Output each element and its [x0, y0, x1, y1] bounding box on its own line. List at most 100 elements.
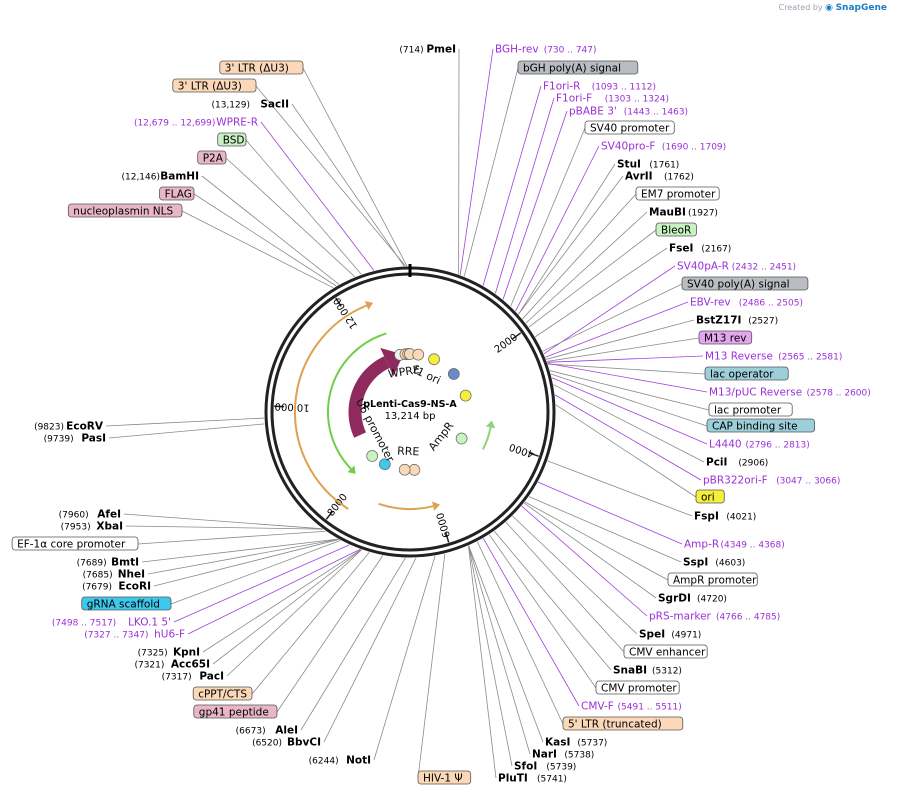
label-coord: (2565 .. 2581)	[778, 353, 842, 363]
leader-line	[181, 210, 334, 289]
label-hiv-1[interactable]: HIV-1 Ψ	[417, 770, 472, 785]
leader-line	[225, 157, 356, 278]
label-ecorv[interactable]: EcoRV(9823)	[34, 421, 104, 433]
ring-tick-label: 6000	[435, 511, 453, 539]
label-name: XbaI	[96, 521, 123, 533]
label-f1ori-r[interactable]: F1ori-R (1093 .. 1112)	[543, 81, 656, 93]
leader-line	[255, 85, 406, 267]
label-3-ltr-u3[interactable]: 3' LTR (ΔU3)	[172, 78, 257, 93]
label-alei[interactable]: AleI (6673)	[236, 725, 298, 737]
feature-ampr-arc-head	[485, 420, 496, 429]
label-avrii[interactable]: AvrII (1762)	[625, 171, 694, 183]
label-kasi[interactable]: KasI (5737)	[545, 737, 607, 749]
label-5-ltr-truncated[interactable]: 5' LTR (truncated)	[562, 716, 684, 731]
label-p2a[interactable]: P2A	[197, 150, 227, 165]
feature-box	[193, 704, 278, 719]
label-xbai[interactable]: XbaI (7953)	[61, 521, 123, 533]
label-pmei[interactable]: PmeI(714)	[399, 44, 456, 56]
label-nari[interactable]: NarI (5738)	[532, 749, 594, 761]
label-wpre-r[interactable]: WPRE-R(12,679 .. 12,699)	[134, 117, 258, 129]
label-coord: (1761)	[649, 161, 679, 171]
label-sv40pa-r[interactable]: SV40pA-R (2432 .. 2451)	[677, 261, 796, 273]
label-ebv-rev[interactable]: EBV-rev (2486 .. 2505)	[690, 297, 803, 309]
snapgene-logo: ◉	[825, 3, 834, 13]
label-bgh-rev[interactable]: BGH-rev (730 .. 747)	[495, 44, 597, 56]
label-ori[interactable]: ori	[695, 489, 725, 504]
feature-box	[417, 770, 472, 785]
label-pcii[interactable]: PciI (2906)	[706, 457, 768, 469]
label-bstz17i[interactable]: BstZ17I (2527)	[696, 315, 778, 327]
label-ampr-promoter[interactable]: AmpR promoter	[667, 572, 758, 587]
label-coord: (1303 .. 1324)	[605, 95, 669, 105]
label-cppt-cts[interactable]: cPPT/CTS	[192, 686, 253, 701]
label-spei[interactable]: SpeI (4971)	[639, 629, 701, 641]
label-lac-promoter[interactable]: lac promoter	[708, 402, 793, 417]
label-bbvci[interactable]: BbvCI (6520)	[252, 737, 321, 749]
label-name: SacII	[260, 99, 289, 111]
feature-name: EM7 promoter	[641, 189, 716, 201]
label-ef-1-core-promoter[interactable]: EF-1α core promoter	[11, 536, 139, 551]
feature-name: ori	[701, 492, 715, 504]
label-f1ori-f[interactable]: F1ori-F (1303 .. 1324)	[556, 93, 669, 105]
label-nucleoplasmin-nls[interactable]: nucleoplasmin NLS	[67, 203, 183, 218]
feature-name: P2A	[203, 153, 224, 165]
label-cap-binding-site[interactable]: CAP binding site	[706, 418, 815, 433]
label-bgh-poly-a-signal[interactable]: bGH poly(A) signal	[517, 60, 639, 75]
label-3-ltr-u3[interactable]: 3' LTR (ΔU3)	[219, 60, 304, 75]
label-cmv-f[interactable]: CMV-F (5491 .. 5511)	[581, 701, 682, 713]
label-grna-scaffold[interactable]: gRNA scaffold	[81, 596, 172, 611]
label-hu6-f[interactable]: hU6-F (7327 .. 7347)	[84, 629, 185, 641]
label-snabi[interactable]: SnaBI (5312)	[613, 665, 682, 677]
label-sspi[interactable]: SspI (4603)	[683, 557, 745, 569]
feature-name: SV40 promoter	[590, 123, 670, 135]
label-pasi[interactable]: PasI (9739)	[44, 433, 106, 445]
label-name: WPRE-R	[216, 117, 258, 129]
label-m13-rev[interactable]: M13 rev	[698, 330, 753, 345]
label-fspi[interactable]: FspI (4021)	[694, 511, 756, 523]
label-cmv-enhancer[interactable]: CMV enhancer	[623, 644, 708, 659]
label-gp41-peptide[interactable]: gp41 peptide	[193, 704, 278, 719]
label-pbabe-3[interactable]: pBABE 3' (1443 .. 1463)	[569, 106, 688, 118]
label-prs-marker[interactable]: pRS-marker (4766 .. 4785)	[649, 611, 780, 623]
label-sfoi[interactable]: SfoI (5739)	[514, 761, 576, 773]
feature-box	[159, 186, 195, 201]
label-cmv-promoter[interactable]: CMV promoter	[595, 680, 680, 695]
label-amp-r[interactable]: Amp-R (4349 .. 4368)	[684, 539, 785, 551]
label-ecori[interactable]: EcoRI (7679)	[82, 581, 151, 593]
label-sv40-poly-a-signal[interactable]: SV40 poly(A) signal	[681, 276, 809, 291]
label-em7-promoter[interactable]: EM7 promoter	[635, 186, 720, 201]
feature-box	[708, 402, 793, 417]
label-name: BGH-rev	[495, 44, 539, 56]
label-bmti[interactable]: BmtI (7689)	[77, 557, 139, 569]
label-acc65i[interactable]: Acc65I (7321)	[134, 659, 210, 671]
label-bamhi[interactable]: BamHI(12,146)	[121, 171, 199, 183]
label-nhei[interactable]: NheI (7685)	[83, 569, 145, 581]
label-maubi[interactable]: MauBI (1927)	[649, 207, 718, 219]
label-sacii[interactable]: SacII (13,129)	[211, 99, 289, 111]
label-lko-1-5[interactable]: LKO.1 5' (7498 .. 7517)	[52, 617, 171, 629]
label-stui[interactable]: StuI (1761)	[617, 159, 679, 171]
label-lac-operator[interactable]: lac operator	[704, 366, 789, 381]
label-name: pBABE 3'	[569, 106, 617, 118]
label-m13-reverse[interactable]: M13 Reverse (2565 .. 2581)	[705, 351, 842, 363]
label-kpni[interactable]: KpnI (7325)	[138, 647, 200, 659]
label-paci[interactable]: PacI (7317)	[162, 671, 224, 683]
label-sgrdi[interactable]: SgrDI (4720)	[658, 593, 727, 605]
label-pluti[interactable]: PluTI (5741)	[498, 773, 567, 785]
label-afei[interactable]: AfeI (7960)	[59, 509, 121, 521]
label-noti[interactable]: NotI (6244)	[309, 755, 371, 767]
backbone-ring: 2000 4000 6000 8000 10,000 12,000	[264, 264, 556, 558]
label-pbr322ori-f[interactable]: pBR322ori-F (3047 .. 3066)	[703, 475, 840, 487]
label-sv40-promoter[interactable]: SV40 promoter	[584, 120, 675, 135]
label-bleor[interactable]: BleoR	[655, 222, 697, 237]
feature-block	[379, 458, 391, 471]
label-flag[interactable]: FLAG	[159, 186, 195, 201]
label-name: StuI	[617, 159, 641, 171]
label-l4440[interactable]: L4440 (2796 .. 2813)	[709, 439, 810, 451]
label-m13-puc-reverse[interactable]: M13/pUC Reverse (2578 .. 2600)	[709, 387, 871, 399]
label-bsd[interactable]: BSD	[217, 132, 247, 147]
feature-name: CAP binding site	[712, 421, 798, 433]
label-fsei[interactable]: FseI (2167)	[669, 243, 731, 255]
label-name: LKO.1 5'	[128, 617, 171, 629]
label-sv40pro-f[interactable]: SV40pro-F (1690 .. 1709)	[601, 141, 726, 153]
